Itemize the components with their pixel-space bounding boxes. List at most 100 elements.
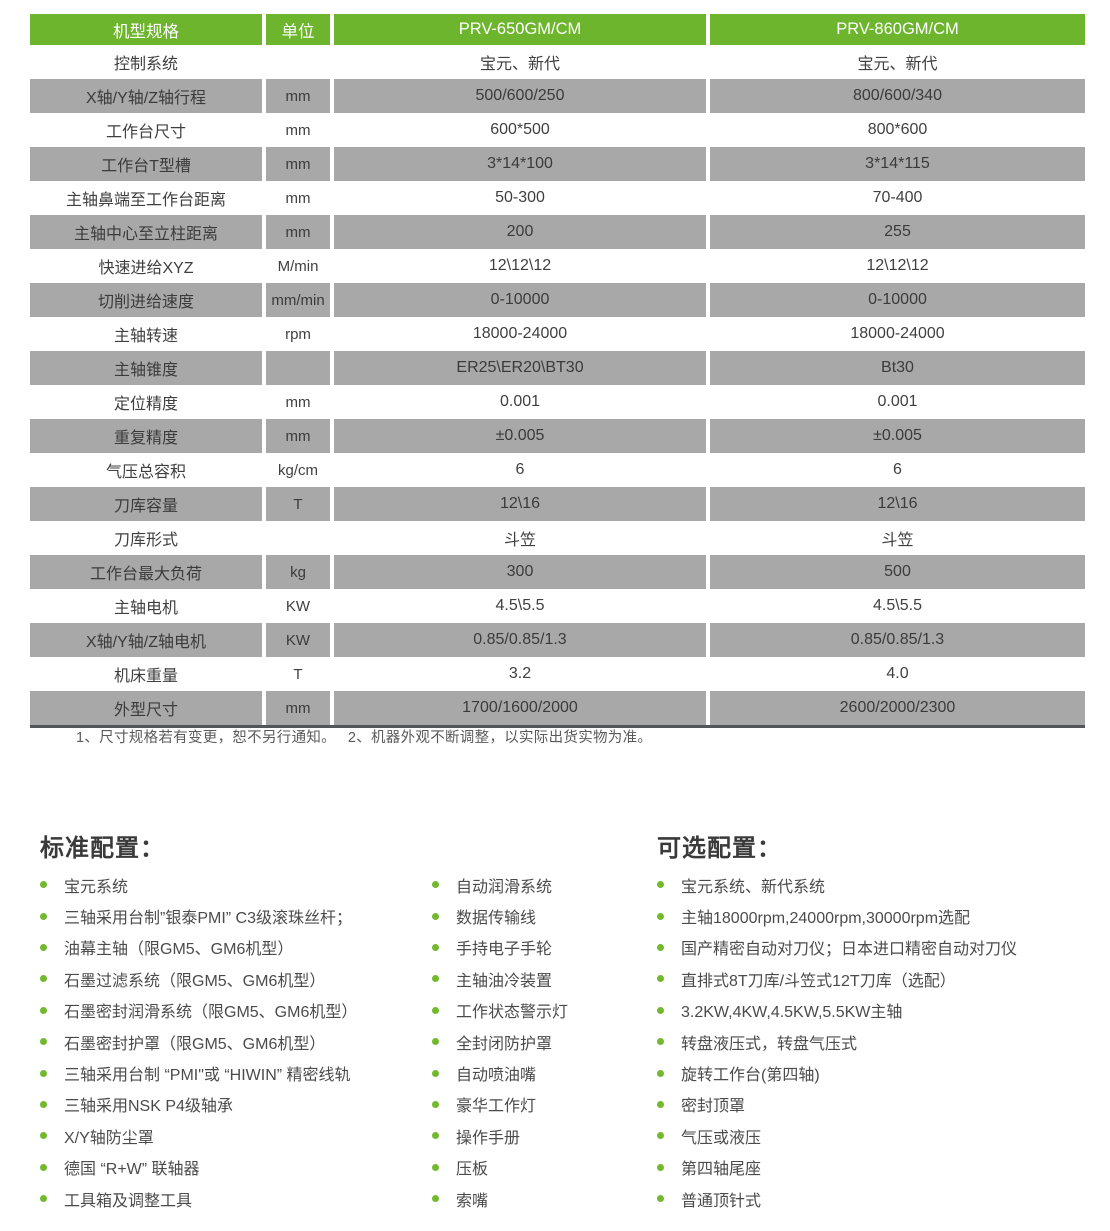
unit-cell: T bbox=[293, 665, 303, 683]
optional-config-list: 宝元系统、新代系统主轴18000rpm,24000rpm,30000rpm选配国… bbox=[657, 869, 1097, 1214]
spec-label-cell: 刀库容量 bbox=[30, 487, 262, 521]
prv860-value-cell: 4.5\5.5 bbox=[873, 597, 922, 614]
config-item: 第四轴尾座 bbox=[657, 1152, 1097, 1183]
spec-label-cell: 外型尺寸 bbox=[30, 691, 262, 725]
config-item: 油幕主轴（限GM5、GM6机型） bbox=[40, 932, 432, 963]
prv860-value-cell: 4.0 bbox=[886, 665, 909, 682]
spec-label-cell: 工作台尺寸 bbox=[105, 124, 186, 141]
unit-cell bbox=[266, 351, 330, 385]
config-item: 宝元系统、新代系统 bbox=[657, 869, 1097, 900]
config-item: 三轴采用台制”银泰PMI” C3级滚珠丝杆； bbox=[40, 900, 432, 931]
config-item-label: 操作手册 bbox=[456, 1129, 521, 1147]
unit-cell: rpm bbox=[285, 325, 311, 343]
config-item-label: 数据传输线 bbox=[456, 910, 537, 928]
spec-row: X轴/Y轴/Z轴行程 mm 500/600/250 800/600/340 bbox=[30, 79, 1085, 113]
prv650-value-cell: ER25\ER20\BT30 bbox=[334, 351, 706, 385]
prv860-value-cell: 70-400 bbox=[872, 189, 923, 206]
spec-table-header-row: 机型规格 单位 PRV-650GM/CM PRV-860GM/CM bbox=[30, 14, 1085, 45]
bullet-icon bbox=[657, 1069, 664, 1077]
bullet-icon bbox=[657, 1132, 664, 1140]
spec-row: 快速进给XYZ M/min 12\12\12 12\12\12 bbox=[30, 249, 1085, 283]
unit-cell: mm bbox=[266, 691, 330, 725]
bullet-icon bbox=[657, 881, 664, 889]
spec-label-cell: 工作台最大负荷 bbox=[30, 555, 262, 589]
spec-row: X轴/Y轴/Z轴电机 KW 0.85/0.85/1.3 0.85/0.85/1.3 bbox=[30, 623, 1085, 657]
prv650-value-cell: 1700/1600/2000 bbox=[334, 691, 706, 725]
bullet-icon bbox=[40, 1100, 47, 1108]
bullet-icon bbox=[40, 912, 47, 920]
bullet-icon bbox=[657, 912, 664, 920]
prv860-value-cell: 800/600/340 bbox=[710, 79, 1085, 113]
bullet-icon bbox=[432, 1100, 439, 1108]
standard-config-list-2: 自动润滑系统 数据传输线 手持电子手轮 主轴油冷装置 工作状态警示灯 全封闭防护罩 自动喷油… bbox=[432, 869, 657, 1214]
bullet-icon bbox=[40, 1006, 47, 1014]
config-item: X/Y轴防尘罩 bbox=[40, 1120, 432, 1151]
optional-config-title: 可选配置： bbox=[657, 835, 782, 862]
config-item-label: 主轴18000rpm,24000rpm,30000rpm选配 bbox=[681, 910, 971, 928]
prv650-value-cell: 3.2 bbox=[508, 665, 532, 682]
config-item: 德国 “R+W” 联轴器 bbox=[40, 1152, 432, 1183]
spec-row: 工作台尺寸 mm 600*500 800*600 bbox=[30, 113, 1085, 147]
prv650-value-cell: 300 bbox=[334, 555, 706, 589]
bullet-icon bbox=[40, 1038, 47, 1046]
prv860-value-cell: 0.85/0.85/1.3 bbox=[710, 623, 1085, 657]
config-item-label: 手持电子手轮 bbox=[456, 941, 553, 959]
config-item-label: 第四轴尾座 bbox=[681, 1161, 762, 1179]
spec-label-cell: 定位精度 bbox=[113, 396, 178, 413]
prv860-value-cell: 500 bbox=[710, 555, 1085, 589]
unit-cell: mm bbox=[266, 147, 330, 181]
prv860-value-cell: 12\16 bbox=[710, 487, 1085, 521]
config-item: 三轴采用NSK P4级轴承 bbox=[40, 1089, 432, 1120]
col-header-prv650: PRV-650GM/CM bbox=[334, 14, 706, 45]
unit-cell bbox=[266, 521, 330, 555]
spec-row: 刀库形式 斗笠 斗笠 bbox=[30, 521, 1085, 555]
config-item-label: 压板 bbox=[456, 1161, 489, 1179]
standard-config-column-1: 标准配置： 宝元系统 三轴采用台制”银泰PMI” C3级滚珠丝杆； 油幕主轴（限GM… bbox=[40, 832, 432, 1214]
bullet-icon bbox=[657, 1038, 664, 1046]
config-item-label: 自动喷油嘴 bbox=[456, 1067, 537, 1085]
spec-row: 气压总容积 kg/cm 6 6 bbox=[30, 453, 1085, 487]
config-item-label: 石墨密封护罩（限GM5、GM6机型） bbox=[64, 1035, 326, 1053]
bullet-icon bbox=[657, 943, 664, 951]
config-item: 国产精密自动对刀仪；日本进口精密自动对刀仪 bbox=[657, 932, 1097, 963]
bullet-icon bbox=[40, 943, 47, 951]
bullet-icon bbox=[40, 975, 47, 983]
prv860-value-cell: 6 bbox=[893, 461, 902, 478]
bullet-icon bbox=[432, 912, 439, 920]
unit-cell: kg/cm bbox=[277, 461, 318, 479]
spec-row: 重复精度 mm ±0.005 ±0.005 bbox=[30, 419, 1085, 453]
spec-label-cell: 主轴锥度 bbox=[30, 351, 262, 385]
config-item-label: 国产精密自动对刀仪；日本进口精密自动对刀仪 bbox=[681, 941, 1018, 959]
prv860-value-cell: 3*14*115 bbox=[710, 147, 1085, 181]
bullet-icon bbox=[432, 1132, 439, 1140]
config-item: 宝元系统 bbox=[40, 869, 432, 900]
config-item-label: 豪华工作灯 bbox=[456, 1098, 537, 1116]
config-item: 三轴采用台制 “PMI"或 “HIWIN” 精密线轨 bbox=[40, 1057, 432, 1088]
bullet-icon bbox=[432, 975, 439, 983]
spacer bbox=[432, 832, 657, 869]
prv650-value-cell: 18000-24000 bbox=[472, 325, 568, 342]
spec-row: 刀库容量 T 12\16 12\16 bbox=[30, 487, 1085, 521]
bullet-icon bbox=[432, 943, 439, 951]
config-item: 气压或液压 bbox=[657, 1120, 1097, 1151]
config-item-label: 普通顶针式 bbox=[681, 1192, 762, 1210]
prv860-value-cell: 宝元、新代 bbox=[857, 56, 938, 73]
standard-config-title: 标准配置： bbox=[40, 835, 165, 862]
spec-row: 外型尺寸 mm 1700/1600/2000 2600/2000/2300 bbox=[30, 691, 1085, 725]
prv860-value-cell: 2600/2000/2300 bbox=[710, 691, 1085, 725]
config-item-label: 主轴油冷装置 bbox=[456, 972, 553, 990]
spec-row: 主轴鼻端至工作台距离 mm 50-300 70-400 bbox=[30, 181, 1085, 215]
unit-cell: mm/min bbox=[266, 283, 330, 317]
bullet-icon bbox=[657, 1195, 664, 1203]
prv650-value-cell: 12\16 bbox=[334, 487, 706, 521]
standard-config-column-2: 自动润滑系统 数据传输线 手持电子手轮 主轴油冷装置 工作状态警示灯 全封闭防护罩 自动喷油… bbox=[432, 832, 657, 1214]
spec-label-cell: 快速进给XYZ bbox=[98, 260, 194, 277]
unit-cell: KW bbox=[285, 597, 311, 615]
config-item-label: 石墨过滤系统（限GM5、GM6机型） bbox=[64, 972, 326, 990]
bullet-icon bbox=[432, 1006, 439, 1014]
unit-cell: KW bbox=[266, 623, 330, 657]
bullet-icon bbox=[657, 1163, 664, 1171]
bullet-icon bbox=[40, 1069, 47, 1077]
prv650-value-cell: 宝元、新代 bbox=[479, 56, 560, 73]
config-item: 自动喷油嘴 bbox=[432, 1057, 657, 1088]
